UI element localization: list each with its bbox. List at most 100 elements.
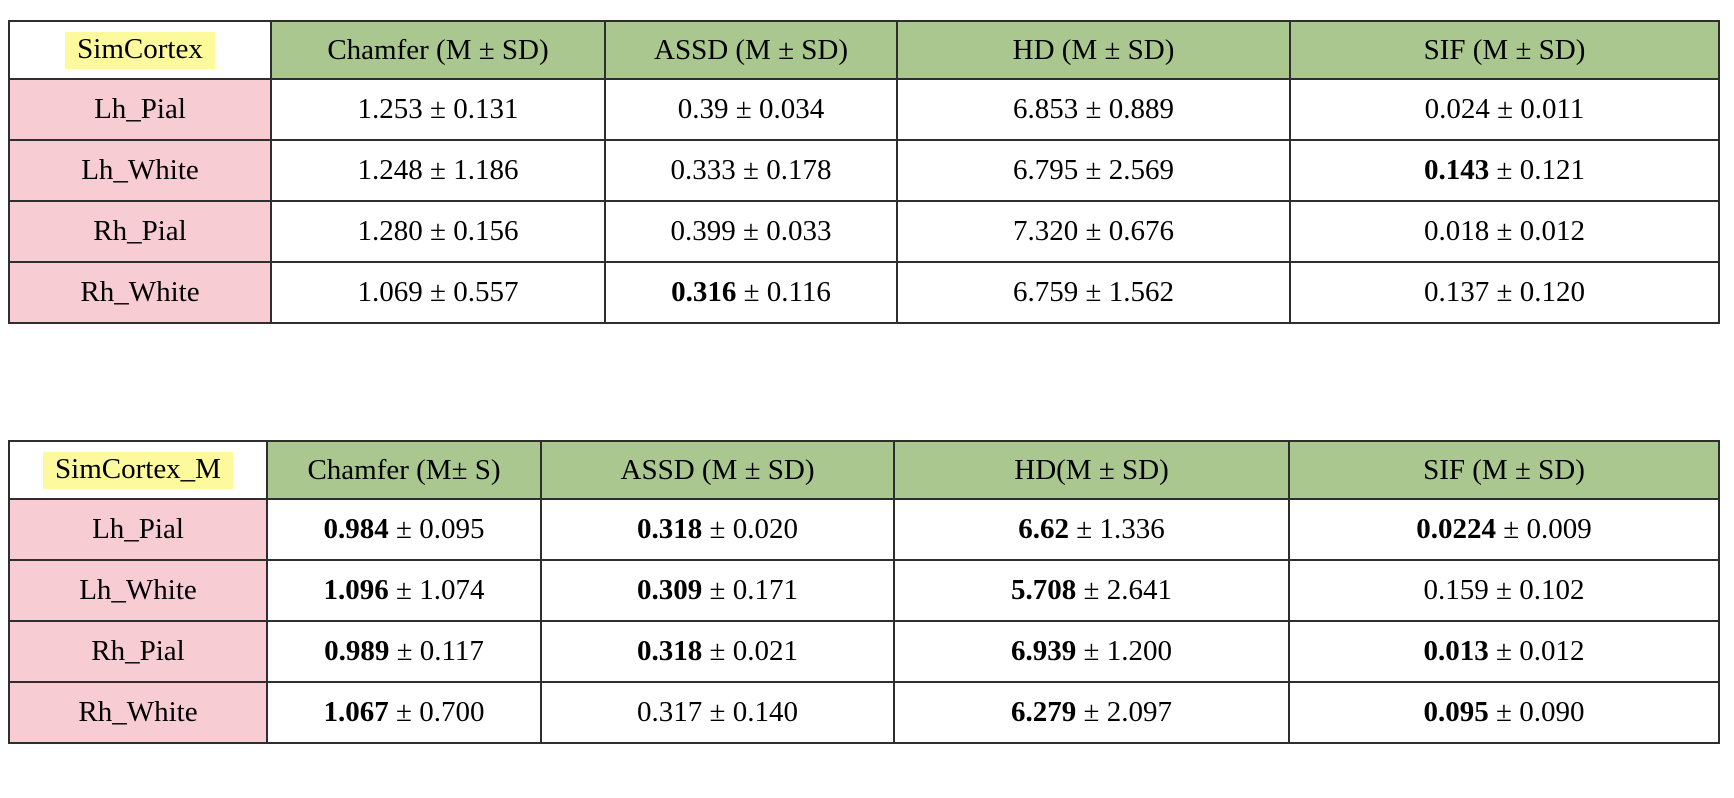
table-row: Lh_Pial 1.253 ± 0.131 0.39 ± 0.034 6.853… — [8, 78, 1720, 141]
metric-cell: 5.708 ± 2.641 — [893, 559, 1290, 622]
metric-cell: 0.317 ± 0.140 — [540, 681, 895, 744]
mean-value: 0.0224 — [1416, 513, 1497, 545]
metric-cell: 6.939 ± 1.200 — [893, 620, 1290, 683]
sd-value: ± 0.090 — [1496, 696, 1585, 728]
mean-value: 6.62 — [1018, 513, 1070, 545]
mean-value: 6.279 — [1011, 696, 1077, 728]
metric-cell: 0.309 ± 0.171 — [540, 559, 895, 622]
table-row: Rh_Pial 1.280 ± 0.156 0.399 ± 0.033 7.32… — [8, 200, 1720, 263]
mean-value: 0.024 — [1424, 93, 1490, 125]
mean-value: 0.317 — [637, 696, 703, 728]
sd-value: ± 0.178 — [743, 154, 832, 186]
column-header-assd: ASSD (M ± SD) — [604, 20, 898, 80]
table-row: Rh_White 1.069 ± 0.557 0.316 ± 0.116 6.7… — [8, 261, 1720, 324]
mean-value: 1.067 — [323, 696, 389, 728]
row-label: Rh_White — [8, 261, 272, 324]
mean-value: 0.39 — [677, 93, 729, 125]
sd-value: ± 0.140 — [709, 696, 798, 728]
row-label: Lh_White — [8, 559, 268, 622]
sd-value: ± 0.102 — [1496, 574, 1585, 606]
metric-cell: 6.759 ± 1.562 — [896, 261, 1291, 324]
metric-cell: 0.316 ± 0.116 — [604, 261, 898, 324]
metric-cell: 0.143 ± 0.121 — [1289, 139, 1720, 202]
table-row: Lh_White 1.096 ± 1.074 0.309 ± 0.171 5.7… — [8, 559, 1720, 622]
mean-value: 1.069 — [357, 276, 423, 308]
metric-cell: 1.253 ± 0.131 — [270, 78, 606, 141]
sd-value: ± 2.569 — [1085, 154, 1174, 186]
metric-cell: 6.853 ± 0.889 — [896, 78, 1291, 141]
mean-value: 0.095 — [1423, 696, 1489, 728]
metric-cell: 1.069 ± 0.557 — [270, 261, 606, 324]
mean-value: 1.253 — [357, 93, 423, 125]
sd-value: ± 0.557 — [430, 276, 519, 308]
sd-value: ± 0.676 — [1085, 215, 1174, 247]
mean-value: 6.795 — [1013, 154, 1079, 186]
metric-cell: 0.018 ± 0.012 — [1289, 200, 1720, 263]
sd-value: ± 0.033 — [743, 215, 832, 247]
column-header-sif: SIF (M ± SD) — [1288, 440, 1720, 500]
row-label: Lh_Pial — [8, 498, 268, 561]
metric-cell: 0.024 ± 0.011 — [1289, 78, 1720, 141]
mean-value: 0.013 — [1423, 635, 1489, 667]
metric-cell: 1.067 ± 0.700 — [266, 681, 542, 744]
metric-cell: 1.096 ± 1.074 — [266, 559, 542, 622]
row-label: Rh_White — [8, 681, 268, 744]
column-header-chamfer: Chamfer (M± S) — [266, 440, 542, 500]
mean-value: 0.399 — [670, 215, 736, 247]
metric-cell: 0.989 ± 0.117 — [266, 620, 542, 683]
sd-value: ± 0.011 — [1497, 93, 1585, 125]
sd-value: ± 1.200 — [1083, 635, 1172, 667]
column-header-sif: SIF (M ± SD) — [1289, 20, 1720, 80]
column-header-chamfer: Chamfer (M ± SD) — [270, 20, 606, 80]
mean-value: 5.708 — [1011, 574, 1077, 606]
sd-value: ± 0.117 — [396, 635, 484, 667]
metric-cell: 6.279 ± 2.097 — [893, 681, 1290, 744]
mean-value: 0.316 — [671, 276, 737, 308]
table-row: Lh_White 1.248 ± 1.186 0.333 ± 0.178 6.7… — [8, 139, 1720, 202]
mean-value: 6.759 — [1013, 276, 1079, 308]
table-row: Lh_Pial 0.984 ± 0.095 0.318 ± 0.020 6.62… — [8, 498, 1720, 561]
row-label: Lh_White — [8, 139, 272, 202]
row-label: Rh_Pial — [8, 620, 268, 683]
mean-value: 0.309 — [637, 574, 703, 606]
metric-cell: 0.137 ± 0.120 — [1289, 261, 1720, 324]
mean-value: 7.320 — [1013, 215, 1079, 247]
metric-cell: 6.795 ± 2.569 — [896, 139, 1291, 202]
metric-cell: 0.095 ± 0.090 — [1288, 681, 1720, 744]
column-header-hd: HD (M ± SD) — [896, 20, 1291, 80]
metric-cell: 0.013 ± 0.012 — [1288, 620, 1720, 683]
sd-value: ± 0.012 — [1496, 635, 1585, 667]
metric-cell: 6.62 ± 1.336 — [893, 498, 1290, 561]
mean-value: 6.853 — [1013, 93, 1079, 125]
sd-value: ± 0.121 — [1496, 154, 1585, 186]
metric-cell: 1.248 ± 1.186 — [270, 139, 606, 202]
column-header-hd: HD(M ± SD) — [893, 440, 1290, 500]
mean-value: 0.137 — [1424, 276, 1490, 308]
table-header-row: SimCortex Chamfer (M ± SD) ASSD (M ± SD)… — [8, 20, 1720, 80]
metric-cell: 0.0224 ± 0.009 — [1288, 498, 1720, 561]
sd-value: ± 0.156 — [430, 215, 519, 247]
row-label: Rh_Pial — [8, 200, 272, 263]
metric-cell: 0.39 ± 0.034 — [604, 78, 898, 141]
mean-value: 0.333 — [670, 154, 736, 186]
simcortex-m-table: SimCortex_M Chamfer (M± S) ASSD (M ± SD)… — [8, 440, 1720, 744]
table-header-row: SimCortex_M Chamfer (M± S) ASSD (M ± SD)… — [8, 440, 1720, 500]
sd-value: ± 0.034 — [735, 93, 825, 125]
mean-value: 0.318 — [637, 635, 703, 667]
sd-value: ± 2.097 — [1083, 696, 1172, 728]
metric-cell: 0.318 ± 0.021 — [540, 620, 895, 683]
sd-value: ± 1.336 — [1076, 513, 1165, 545]
sd-value: ± 0.095 — [396, 513, 485, 545]
sd-value: ± 0.131 — [430, 93, 519, 125]
simcortex-table: SimCortex Chamfer (M ± SD) ASSD (M ± SD)… — [8, 20, 1720, 324]
metric-cell: 1.280 ± 0.156 — [270, 200, 606, 263]
table-title: SimCortex — [65, 31, 215, 69]
sd-value: ± 0.120 — [1496, 276, 1585, 308]
table-row: Rh_White 1.067 ± 0.700 0.317 ± 0.140 6.2… — [8, 681, 1720, 744]
mean-value: 6.939 — [1011, 635, 1077, 667]
mean-value: 1.280 — [357, 215, 423, 247]
sd-value: ± 0.700 — [396, 696, 485, 728]
mean-value: 0.318 — [637, 513, 703, 545]
table-row: Rh_Pial 0.989 ± 0.117 0.318 ± 0.021 6.93… — [8, 620, 1720, 683]
metric-cell: 0.318 ± 0.020 — [540, 498, 895, 561]
